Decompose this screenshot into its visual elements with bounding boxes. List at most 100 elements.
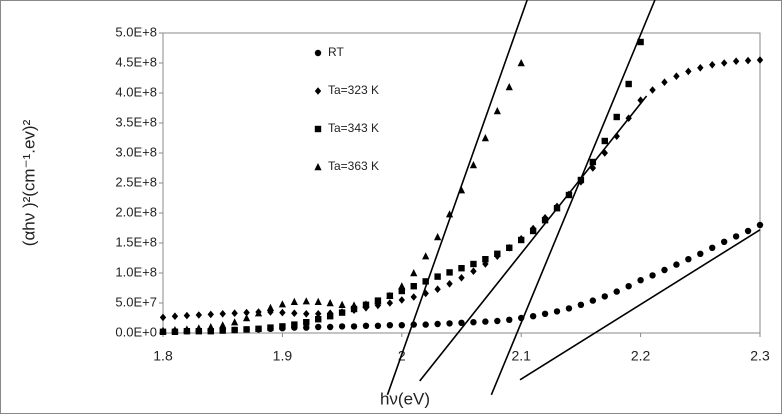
marker xyxy=(589,164,597,172)
marker xyxy=(649,86,656,94)
marker xyxy=(386,322,394,329)
marker xyxy=(553,205,561,212)
marker xyxy=(518,314,525,322)
marker xyxy=(303,310,310,318)
marker xyxy=(589,297,597,304)
marker xyxy=(577,176,585,184)
marker xyxy=(290,297,298,305)
marker xyxy=(685,256,692,263)
marker xyxy=(505,83,513,91)
marker xyxy=(494,250,501,257)
legend-marker xyxy=(314,125,322,133)
marker xyxy=(242,314,251,322)
marker xyxy=(350,305,358,313)
marker xyxy=(709,244,716,251)
marker xyxy=(637,277,644,284)
x-tick-label: 2.1 xyxy=(511,348,531,364)
marker xyxy=(374,297,382,305)
y-tick-label: 2.5E+8 xyxy=(115,174,157,189)
marker xyxy=(398,322,405,329)
y-tick-label: 1.5E+8 xyxy=(115,234,157,249)
marker xyxy=(709,61,716,69)
legend-marker xyxy=(314,49,322,57)
marker xyxy=(362,322,370,329)
marker xyxy=(159,326,167,334)
marker xyxy=(601,137,608,145)
marker xyxy=(338,323,346,330)
marker xyxy=(445,210,454,218)
marker xyxy=(732,233,740,240)
legend-label: Ta=323 K xyxy=(328,83,379,97)
marker xyxy=(506,244,513,251)
marker xyxy=(481,134,489,142)
marker xyxy=(720,238,728,245)
legend-marker xyxy=(314,87,322,95)
marker xyxy=(470,260,477,268)
marker xyxy=(601,149,608,157)
marker xyxy=(422,321,429,328)
marker xyxy=(326,323,334,331)
marker xyxy=(207,328,214,335)
y-tick-label: 3.5E+8 xyxy=(115,114,157,129)
marker xyxy=(219,310,226,318)
marker xyxy=(541,217,549,224)
marker xyxy=(613,132,620,140)
marker xyxy=(398,287,405,295)
marker xyxy=(195,324,203,332)
marker xyxy=(267,324,274,331)
marker xyxy=(374,322,382,329)
marker xyxy=(697,250,704,257)
marker xyxy=(350,323,358,330)
marker xyxy=(231,318,239,326)
marker xyxy=(303,319,310,326)
marker xyxy=(254,309,263,317)
marker xyxy=(195,311,203,319)
marker xyxy=(410,269,418,277)
marker xyxy=(756,221,764,229)
marker xyxy=(625,114,632,122)
marker xyxy=(661,266,668,274)
marker xyxy=(541,310,549,317)
marker xyxy=(458,265,465,272)
marker xyxy=(171,326,179,334)
marker xyxy=(183,311,191,320)
marker xyxy=(446,269,453,276)
x-tick-label: 1.8 xyxy=(153,348,173,364)
marker xyxy=(314,297,322,305)
marker xyxy=(470,267,477,275)
marker xyxy=(506,316,513,323)
marker xyxy=(457,186,466,194)
marker xyxy=(601,293,608,300)
marker xyxy=(207,323,215,331)
marker xyxy=(434,273,441,280)
marker xyxy=(219,327,226,334)
marker xyxy=(362,300,370,308)
marker xyxy=(243,308,250,317)
y-tick-label: 1.0E+8 xyxy=(115,264,157,279)
marker xyxy=(673,72,680,80)
marker xyxy=(315,323,322,331)
x-tick-label: 2.3 xyxy=(750,348,770,364)
marker xyxy=(756,56,764,64)
marker xyxy=(565,305,573,312)
marker xyxy=(315,310,322,318)
marker xyxy=(529,227,537,235)
y-tick-label: 3.0E+8 xyxy=(115,144,157,159)
marker xyxy=(529,313,537,320)
marker xyxy=(649,272,656,279)
marker xyxy=(685,67,692,76)
marker xyxy=(422,278,429,285)
marker xyxy=(625,80,632,88)
marker xyxy=(625,283,632,290)
marker xyxy=(266,303,275,311)
marker xyxy=(458,319,465,326)
marker xyxy=(434,233,442,241)
marker xyxy=(207,310,214,319)
marker xyxy=(410,293,417,301)
marker xyxy=(482,318,489,325)
y-tick-label: 5.0E+7 xyxy=(115,294,157,309)
x-tick-label: 2.2 xyxy=(631,348,651,364)
marker xyxy=(613,288,620,295)
marker xyxy=(493,107,501,115)
